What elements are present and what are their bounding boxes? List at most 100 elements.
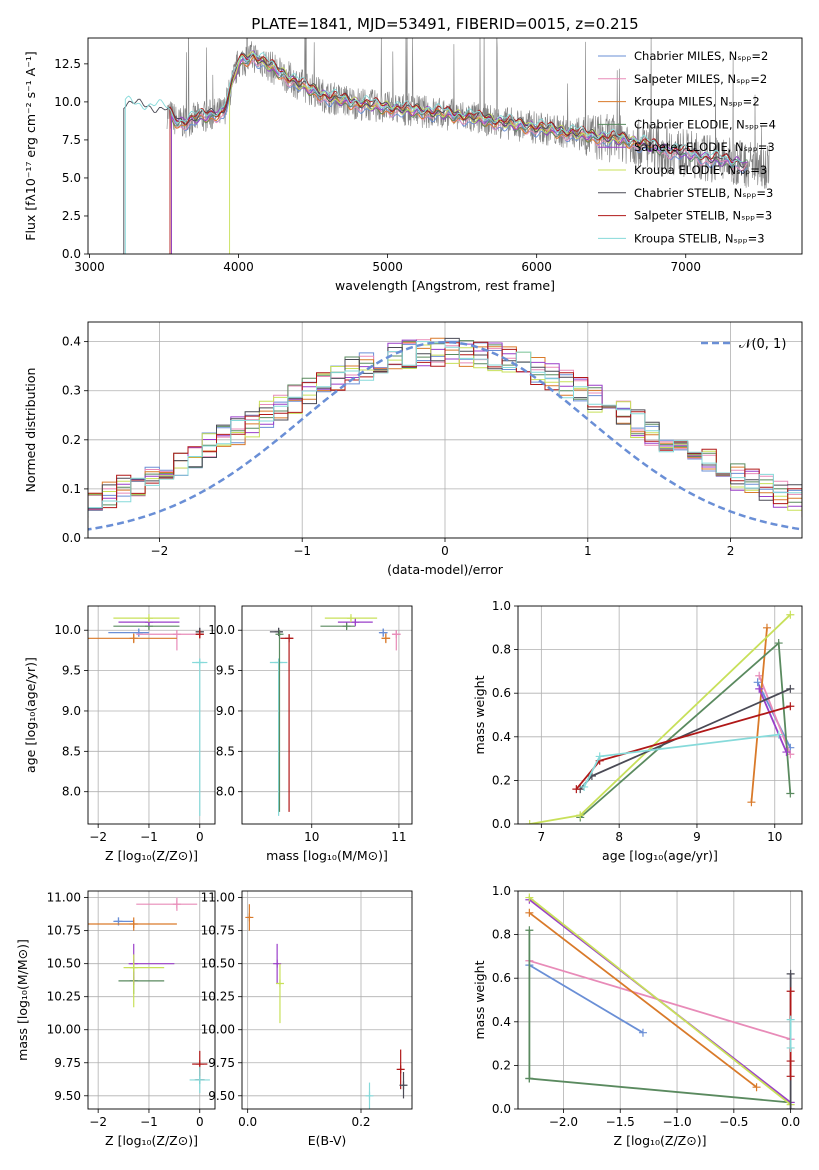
- y-tick-label: 0.2: [492, 773, 511, 787]
- y-tick-label: 2.5: [62, 209, 81, 223]
- x-axis-label: age [log₁₀(age/yr)]: [602, 848, 718, 863]
- axes-frame: [241, 890, 413, 1110]
- legend-label: 𝒩(0, 1): [739, 337, 786, 352]
- x-tick-label: 10: [767, 830, 782, 844]
- data-point: [129, 963, 138, 972]
- y-axis-label: mass weight: [472, 960, 487, 1039]
- figure-title: PLATE=1841, MJD=53491, FIBERID=0015, z=0…: [251, 15, 638, 33]
- panel-weight_vs_age: 7 8 9 10 0.0 0.2 0.4 0.6 0.8 1.0 age [log₁₀(age/yr…: [472, 599, 803, 863]
- legend-label: Chabrier STELIB, Nₛₚₚ=3: [634, 186, 773, 200]
- legend-label: Salpeter ELODIE, Nₛₚₚ=3: [634, 140, 775, 154]
- data-point: [275, 979, 284, 988]
- weight-marker: [786, 969, 795, 978]
- x-tick-label: 4000: [223, 260, 254, 274]
- y-tick-label: 9.5: [62, 664, 81, 678]
- weight-marker: [753, 678, 762, 687]
- y-tick-label: 0.4: [492, 730, 511, 744]
- weight-line-7: [579, 687, 791, 790]
- y-tick-label: 8.0: [216, 785, 235, 799]
- weight-line-6: [528, 896, 792, 1106]
- data-point: [275, 630, 284, 639]
- plot-area: [88, 606, 215, 824]
- data-point: [381, 634, 390, 643]
- weight-marker: [786, 1105, 795, 1109]
- weight-marker: [525, 926, 534, 935]
- panel-age_vs_Z: −2 −1 0 8.0 8.5 9.0 9.5 10.0 Z [log₁₀(Z/Z⊙)] age …: [23, 605, 216, 863]
- y-tick-label: 9.75: [54, 1056, 81, 1070]
- x-tick-label: −1.5: [606, 1115, 635, 1129]
- x-axis-label: mass [log₁₀(M/M⊙)]: [266, 848, 388, 863]
- y-tick-label: 9.50: [54, 1089, 81, 1103]
- weight-marker: [638, 1028, 647, 1037]
- model-line-7: [123, 52, 745, 254]
- y-tick-label: 8.5: [62, 744, 81, 758]
- y-tick-label: 12.5: [54, 57, 81, 71]
- data-point: [346, 614, 355, 623]
- data-point: [172, 900, 181, 909]
- data-point: [379, 628, 388, 637]
- legend-label: Salpeter MILES, Nₛₚₚ=2: [634, 72, 767, 86]
- x-tick-label: 9: [693, 830, 701, 844]
- y-tick-label: 0.6: [492, 686, 511, 700]
- weight-marker: [525, 820, 534, 824]
- y-tick-label: 9.5: [216, 664, 235, 678]
- x-tick-label: 11: [391, 830, 406, 844]
- y-tick-label: 0.4: [492, 1015, 511, 1029]
- weight-line-6: [529, 614, 791, 824]
- weight-line-9: [583, 733, 779, 788]
- plot-area: [123, 38, 770, 254]
- y-tick-label: 10.0: [208, 623, 235, 637]
- model-line-6: [229, 50, 644, 254]
- x-tick-label: −1.0: [662, 1115, 691, 1129]
- x-axis-label: (data-model)/error: [387, 562, 504, 577]
- data-point: [245, 913, 254, 922]
- x-tick-label: 0: [196, 830, 204, 844]
- weight-marker: [786, 1057, 795, 1066]
- plot-area: [518, 606, 802, 824]
- x-axis-label: E(B-V): [308, 1133, 347, 1148]
- x-tick-label: −1: [140, 830, 158, 844]
- residual-hist-9: [88, 341, 802, 516]
- plot-area: [242, 891, 412, 1109]
- x-axis-label: Z [log₁₀(Z/Z⊙)]: [105, 848, 198, 863]
- y-tick-label: 0.0: [62, 531, 81, 545]
- data-point: [134, 628, 143, 637]
- legend-label: Salpeter STELIB, Nₛₚₚ=3: [634, 209, 772, 223]
- weight-marker: [786, 789, 795, 798]
- weight-marker: [786, 610, 795, 619]
- y-tick-label: 7.5: [62, 133, 81, 147]
- weight-marker: [762, 623, 771, 632]
- x-tick-label: −2: [89, 830, 107, 844]
- x-tick-label: 0.0: [781, 1115, 800, 1129]
- data-point: [396, 1065, 405, 1074]
- y-tick-label: 10.25: [47, 990, 81, 1004]
- weight-line-1: [528, 964, 644, 1034]
- y-tick-label: 0.6: [492, 971, 511, 985]
- y-axis-label: age [log₁₀(age/yr)]: [23, 657, 38, 773]
- weight-marker: [752, 1083, 761, 1092]
- data-point: [195, 1075, 204, 1084]
- axes-frame: [87, 321, 803, 539]
- y-tick-label: 10.50: [47, 957, 81, 971]
- weight-marker: [774, 730, 783, 739]
- x-axis-label: Z [log₁₀(Z/Z⊙)]: [105, 1133, 198, 1148]
- model-line-9: [124, 52, 743, 254]
- y-tick-label: 10.75: [201, 924, 235, 938]
- y-tick-label: 11.00: [201, 891, 235, 905]
- x-tick-label: 0: [196, 1115, 204, 1129]
- panel-mass_vs_Z: −2 −1 0 9.50 9.75 10.00 10.25 10.50 10.75 11.00 Z …: [15, 890, 216, 1148]
- x-tick-label: −2: [89, 1115, 107, 1129]
- axes-frame: [517, 890, 803, 1110]
- y-axis-label: Flux [fλ10⁻¹⁷ erg cm⁻² s⁻¹ A⁻¹]: [23, 51, 38, 240]
- x-tick-label: 7000: [670, 260, 701, 274]
- y-axis-label: mass [log₁₀(M/M⊙)]: [15, 939, 30, 1061]
- weight-line-5: [758, 688, 788, 753]
- x-tick-label: 0.0: [238, 1115, 257, 1129]
- x-tick-label: 7: [538, 830, 546, 844]
- x-tick-label: 0.2: [351, 1115, 370, 1129]
- plot-area: [242, 606, 412, 824]
- weight-marker: [782, 748, 791, 757]
- axes-frame: [241, 605, 413, 825]
- weight-marker: [786, 987, 795, 996]
- axes-frame: [87, 37, 803, 255]
